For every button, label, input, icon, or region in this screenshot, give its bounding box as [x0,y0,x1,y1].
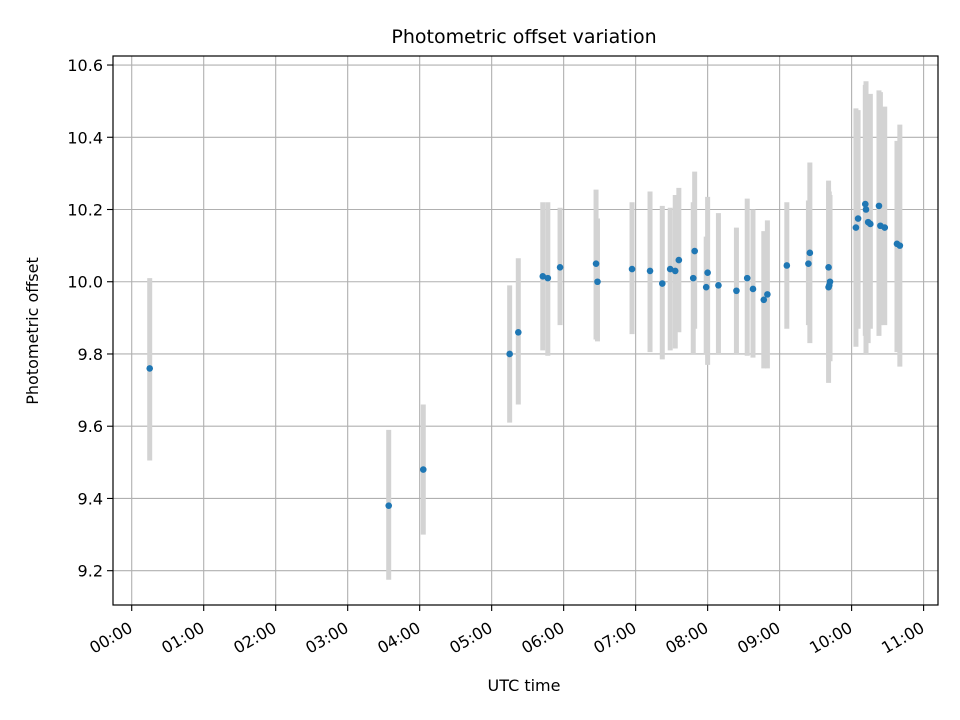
data-point [896,242,904,249]
grid [113,56,938,605]
data-point [628,265,636,273]
data-point [783,262,791,269]
y-tick-label: 9.6 [78,417,103,436]
data-point [658,280,666,287]
data-point [385,502,393,509]
data-points [146,200,904,509]
data-point [594,278,601,286]
data-point [702,283,710,291]
data-point [419,466,427,473]
data-point [704,269,711,277]
data-point [854,215,862,222]
data-point [743,274,751,282]
data-point [715,282,722,289]
data-point [825,263,832,271]
plot-frame [112,55,939,606]
data-point [733,287,740,295]
data-point [556,263,564,271]
x-axis-label: UTC time [488,676,561,695]
y-tick-label: 10.2 [67,201,103,220]
data-point [146,365,154,372]
data-point [825,283,832,291]
data-point [691,247,698,255]
y-tick-label: 9.2 [78,562,103,581]
data-point [764,291,771,298]
data-point [592,260,600,267]
y-tick-label: 10.0 [67,273,103,292]
y-tick-label: 10.6 [67,56,103,75]
y-axis-ticks: 9.2 9.4 9.6 9.8 10.0 10.2 10.4 10.6 [67,56,113,581]
data-point [515,329,522,336]
chart-title: Photometric offset variation [391,26,656,48]
data-point [671,267,679,275]
data-point [539,273,547,280]
y-axis-label: Photometric offset [23,257,42,405]
data-point [749,285,757,293]
data-point [689,274,697,282]
data-point [805,260,812,267]
y-tick-label: 9.4 [78,489,103,508]
data-point [875,202,883,210]
data-point [544,274,552,282]
data-point [646,267,654,275]
data-point [666,265,674,273]
data-point [760,296,768,304]
data-point [675,256,683,264]
data-point [881,224,889,231]
data-point [806,249,814,257]
data-point [867,220,874,228]
data-point [861,200,869,208]
y-tick-label: 10.4 [67,128,103,147]
y-tick-label: 9.8 [78,345,103,364]
data-point [852,224,860,231]
data-point [862,206,870,213]
data-point [506,350,513,358]
